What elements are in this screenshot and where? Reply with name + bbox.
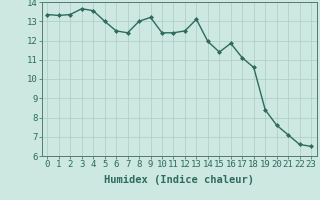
X-axis label: Humidex (Indice chaleur): Humidex (Indice chaleur): [104, 175, 254, 185]
